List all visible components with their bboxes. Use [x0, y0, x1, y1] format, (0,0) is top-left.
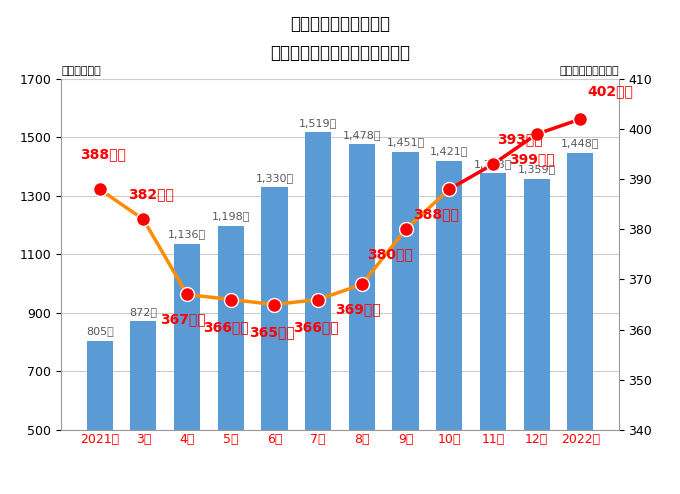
- Bar: [131, 321, 156, 494]
- Bar: [480, 173, 506, 494]
- Bar: [218, 226, 244, 494]
- Text: 1,198台: 1,198台: [211, 211, 250, 221]
- Bar: [524, 179, 549, 494]
- Bar: [349, 144, 375, 494]
- Text: 366万円: 366万円: [293, 320, 339, 334]
- Bar: [261, 187, 288, 494]
- Text: 366万円: 366万円: [203, 320, 249, 334]
- Text: 369万円: 369万円: [335, 302, 380, 317]
- Text: （平均価格・万円）: （平均価格・万円）: [559, 66, 619, 76]
- Bar: [436, 161, 462, 494]
- Text: 1,378台: 1,378台: [474, 159, 512, 169]
- Text: 388万円: 388万円: [80, 147, 126, 161]
- Text: （掲載台数）: （掲載台数）: [61, 66, 101, 76]
- Text: 1,448台: 1,448台: [561, 138, 600, 148]
- Bar: [305, 132, 331, 494]
- Text: 805台: 805台: [86, 326, 114, 336]
- Text: 1,136台: 1,136台: [168, 230, 206, 240]
- Bar: [567, 153, 594, 494]
- Text: 1,519台: 1,519台: [299, 118, 337, 127]
- Text: 1,478台: 1,478台: [343, 129, 381, 139]
- Text: 365万円: 365万円: [250, 325, 295, 339]
- Text: 1,421台: 1,421台: [430, 146, 469, 156]
- Bar: [86, 341, 113, 494]
- Bar: [392, 152, 419, 494]
- Text: 382万円: 382万円: [128, 187, 174, 201]
- Text: 1,359台: 1,359台: [517, 165, 556, 174]
- Text: 402万円: 402万円: [587, 84, 633, 99]
- Text: 380万円: 380万円: [367, 247, 413, 261]
- Bar: [174, 244, 200, 494]
- Text: 1,451台: 1,451台: [386, 137, 425, 147]
- Text: ハリアー（現行型）の: ハリアー（現行型）の: [290, 15, 390, 33]
- Text: 872台: 872台: [129, 307, 157, 317]
- Text: 393万円: 393万円: [497, 132, 543, 146]
- Text: 延べ掲載台数と平均価格の推移: 延べ掲載台数と平均価格の推移: [270, 44, 410, 62]
- Text: 388万円: 388万円: [413, 207, 459, 221]
- Text: 367万円: 367万円: [160, 313, 205, 327]
- Text: 399万円: 399万円: [509, 152, 555, 166]
- Text: 1,330台: 1,330台: [256, 173, 294, 183]
